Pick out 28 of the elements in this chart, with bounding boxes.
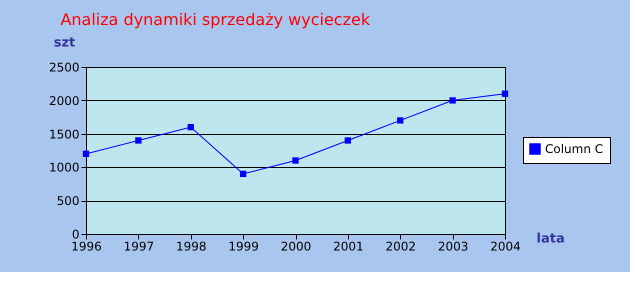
point	[240, 170, 246, 178]
y-tick-label: 2500	[48, 60, 80, 74]
chart-title: Analiza dynamiki sprzedaży wycieczek	[60, 10, 371, 29]
point	[502, 90, 508, 97]
x-tick-label: 1997	[124, 240, 154, 254]
x-tick-label: 2001	[333, 240, 364, 254]
x-tick-label: 1998	[176, 240, 207, 254]
x-tick-label: 1999	[228, 240, 259, 254]
x-tick-label: 2000	[280, 240, 312, 254]
point	[82, 150, 90, 158]
y-axis-title: szt	[54, 36, 76, 50]
point	[397, 117, 404, 124]
point	[344, 137, 352, 144]
point	[188, 124, 194, 130]
point	[292, 157, 299, 164]
y-tick-label: 2000	[48, 94, 80, 108]
y-tick-label: 1000	[48, 160, 80, 175]
x-tick-label: 1996	[71, 240, 102, 254]
y-tick-label: 1500	[48, 127, 80, 142]
point	[449, 97, 456, 104]
point	[135, 137, 142, 144]
x-tick-label: 2002	[385, 240, 416, 254]
x-tick-label: 2003	[438, 240, 468, 254]
x-axis-title: lata	[536, 232, 565, 246]
legend-label: Column C	[545, 142, 604, 156]
x-tick-label: 2004	[490, 240, 521, 254]
y-tick-label: 500	[56, 194, 80, 208]
y-tick-label: 0	[72, 228, 80, 242]
